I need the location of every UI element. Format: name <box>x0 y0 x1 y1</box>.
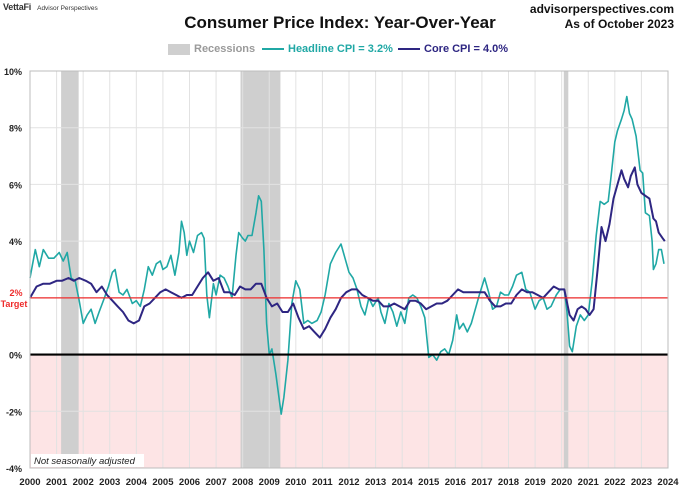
x-tick-label-2021: 2021 <box>578 477 600 488</box>
headline-swatch <box>262 48 284 50</box>
x-tick-label-2007: 2007 <box>206 477 227 488</box>
x-tick-label-2009: 2009 <box>259 477 280 488</box>
note-box <box>31 454 144 467</box>
x-tick-label-2015: 2015 <box>418 477 440 488</box>
axes <box>29 70 669 469</box>
x-tick-label-2024: 2024 <box>657 477 679 488</box>
x-tick-label-2016: 2016 <box>445 477 466 488</box>
x-tick-label-2019: 2019 <box>525 477 546 488</box>
x-tick-label-2004: 2004 <box>126 477 148 488</box>
chart-title: Consumer Price Index: Year-Over-Year <box>184 13 496 32</box>
y-tick-label-5: 6% <box>9 180 22 190</box>
y-tick-label-0: -4% <box>6 464 22 474</box>
x-tick-label-2018: 2018 <box>498 477 519 488</box>
x-tick-label-2020: 2020 <box>551 477 572 488</box>
x-tick-label-2000: 2000 <box>19 477 40 488</box>
recession-swatch <box>168 43 190 55</box>
y-tick-label-1: -2% <box>6 407 22 417</box>
x-tick-label-2013: 2013 <box>365 477 386 488</box>
x-tick-label-2006: 2006 <box>179 477 200 488</box>
series-line-core <box>29 166 666 339</box>
legend-core-label: Core CPI = 4.0% <box>424 43 509 55</box>
x-tick-label-2001: 2001 <box>46 477 68 488</box>
legend-headline: Headline CPI = 3.2% <box>262 43 393 55</box>
x-tick-label-2017: 2017 <box>471 477 492 488</box>
target-label: Target <box>1 299 28 309</box>
core-swatch <box>398 48 420 50</box>
x-tick-label-2011: 2011 <box>312 477 333 488</box>
series-line-headline <box>29 95 665 415</box>
series-layer <box>29 95 666 415</box>
brand-logo: VettaFi Advisor Perspectives <box>3 2 98 12</box>
as-of-date: As of October 2023 <box>564 17 674 31</box>
note-text: Not seasonally adjusted <box>34 456 136 467</box>
brand-name: VettaFi <box>3 2 32 12</box>
y-tick-label-2: 0% <box>9 351 22 361</box>
y-tick-label-7: 10% <box>4 67 22 77</box>
legend-headline-label: Headline CPI = 3.2% <box>288 43 393 55</box>
legend-recessions-label: Recessions <box>194 43 256 55</box>
legend-recessions: Recessions <box>168 43 255 55</box>
brand-sub: Advisor Perspectives <box>37 5 98 12</box>
x-tick-label-2010: 2010 <box>285 477 306 488</box>
recession-band-2 <box>563 71 569 468</box>
x-tick-label-2014: 2014 <box>392 477 414 488</box>
target-value-label: 2% <box>9 288 22 298</box>
site-url: advisorperspectives.com <box>529 2 674 16</box>
x-tick-label-2012: 2012 <box>338 477 359 488</box>
x-tick-label-2023: 2023 <box>631 477 652 488</box>
source-block: advisorperspectives.com As of October 20… <box>530 2 674 32</box>
recession-band-1 <box>240 71 281 468</box>
legend-core: Core CPI = 4.0% <box>398 43 508 55</box>
legend: Recessions Headline CPI = 3.2% Core CPI … <box>0 43 680 57</box>
x-tick-label-2002: 2002 <box>73 477 94 488</box>
x-tick-label-2005: 2005 <box>152 477 174 488</box>
tick-labels: -4% -2% 0% 4% 6% 8% 10% 2%Target 2000 2001 2002 200… <box>1 67 680 488</box>
x-tick-label-2022: 2022 <box>604 477 625 488</box>
y-tick-label-4: 4% <box>9 237 22 247</box>
x-tick-label-2008: 2008 <box>232 477 253 488</box>
y-tick-label-6: 8% <box>9 124 22 134</box>
plot-frame <box>29 70 669 469</box>
x-tick-label-2003: 2003 <box>99 477 120 488</box>
